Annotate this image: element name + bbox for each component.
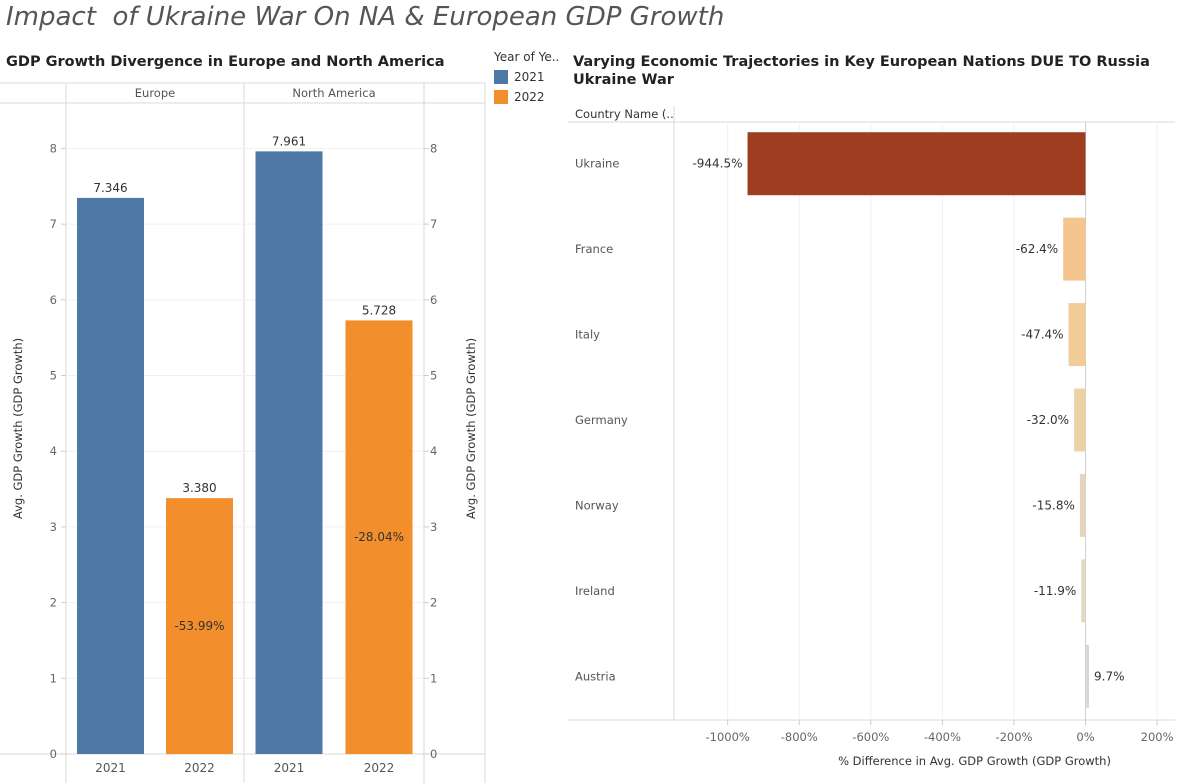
legend-label-2021: 2021 xyxy=(514,70,545,84)
y-tick-label-left: 2 xyxy=(50,596,57,610)
bar-europe-2022 xyxy=(166,498,233,754)
y-tick-label-left: 5 xyxy=(50,369,57,383)
year-legend[interactable]: Year of Ye.. 2021 2022 xyxy=(494,50,559,107)
x-tick-label-year: 2021 xyxy=(274,761,305,775)
right-chart-title: Varying Economic Trajectories in Key Eur… xyxy=(573,54,1150,88)
bar-france xyxy=(1063,217,1086,281)
y-axis-title-left: Avg. GDP Growth (GDP Growth) xyxy=(11,338,25,519)
x-tick-label-year: 2021 xyxy=(95,761,126,775)
x-tick-label: 0% xyxy=(1076,730,1094,744)
x-tick-label: -800% xyxy=(781,730,818,744)
x-tick-label: -400% xyxy=(924,730,961,744)
y-tick-label-right: 4 xyxy=(430,444,437,458)
y-tick-label-left: 8 xyxy=(50,141,57,155)
row-label-italy: Italy xyxy=(575,328,600,342)
bar-ukraine xyxy=(747,132,1086,196)
legend-item-2022[interactable]: 2022 xyxy=(494,87,559,107)
x-tick-label-year: 2022 xyxy=(184,761,215,775)
legend-title: Year of Ye.. xyxy=(494,50,560,64)
bar-value-label: -32.0% xyxy=(1027,413,1069,427)
bar-europe-2021 xyxy=(77,197,144,755)
row-label-ukraine: Ukraine xyxy=(575,157,619,171)
panel-header-europe: Europe xyxy=(135,86,175,100)
y-tick-label-left: 6 xyxy=(50,293,57,307)
x-tick-label-year: 2022 xyxy=(364,761,395,775)
bar-italy xyxy=(1068,303,1086,367)
row-label-france: France xyxy=(575,242,613,256)
row-header-country-name: Country Name (.. xyxy=(575,107,674,121)
y-tick-label-left: 7 xyxy=(50,217,57,231)
legend-swatch-2021 xyxy=(494,70,508,84)
y-tick-label-left: 3 xyxy=(50,520,57,534)
x-tick-label: 200% xyxy=(1141,730,1174,744)
bar-north-america-2022 xyxy=(345,320,413,754)
left-chart-title: GDP Growth Divergence in Europe and Nort… xyxy=(6,54,445,70)
bar-value-label: -11.9% xyxy=(1034,584,1076,598)
bar-value-label: 7.961 xyxy=(272,134,306,148)
bar-pct-change-label: -28.04% xyxy=(354,530,404,544)
bar-austria xyxy=(1085,644,1090,708)
x-tick-label: -600% xyxy=(852,730,889,744)
y-tick-label-right: 7 xyxy=(430,217,437,231)
country-difference-bar-chart: Country Name (.. -1000% -800% -600% -400% -20… xyxy=(568,106,1175,768)
bar-value-label: -47.4% xyxy=(1021,328,1063,342)
legend-label-2022: 2022 xyxy=(514,90,545,104)
y-tick-label-right: 5 xyxy=(430,369,437,383)
bar-value-label: 5.728 xyxy=(362,303,396,317)
bar-value-label: 7.346 xyxy=(93,181,127,195)
bar-ireland xyxy=(1081,559,1086,623)
row-label-austria: Austria xyxy=(575,669,616,683)
y-tick-label-left: 4 xyxy=(50,444,57,458)
y-tick-label-right: 2 xyxy=(430,596,437,610)
y-tick-label-right: 8 xyxy=(430,141,437,155)
row-label-germany: Germany xyxy=(575,413,628,427)
y-tick-label-right: 6 xyxy=(430,293,437,307)
bar-north-america-2021 xyxy=(255,151,323,754)
bar-pct-change-label: -53.99% xyxy=(174,619,224,633)
y-tick-label-right: 3 xyxy=(430,520,437,534)
x-axis-title: % Difference in Avg. GDP Growth (GDP Gro… xyxy=(838,754,1111,768)
bar-value-label: 9.7% xyxy=(1094,669,1125,683)
legend-swatch-2022 xyxy=(494,90,508,104)
bar-value-label: -944.5% xyxy=(692,157,742,171)
bar-value-label: -62.4% xyxy=(1016,242,1058,256)
x-tick-label: -1000% xyxy=(706,730,750,744)
dashboard-title: Impact of Ukraine War On NA & European G… xyxy=(6,2,725,32)
bar-norway xyxy=(1079,473,1086,537)
y-tick-label-right: 0 xyxy=(430,747,437,761)
x-tick-label: -200% xyxy=(995,730,1032,744)
bar-germany xyxy=(1074,388,1086,452)
legend-item-2021[interactable]: 2021 xyxy=(494,67,559,87)
y-tick-label-left: 1 xyxy=(50,671,57,685)
y-tick-label-left: 0 xyxy=(50,747,57,761)
bar-value-label: -15.8% xyxy=(1032,498,1074,512)
row-label-norway: Norway xyxy=(575,498,619,512)
bar-value-label: 3.380 xyxy=(182,481,216,495)
row-label-ireland: Ireland xyxy=(575,584,615,598)
y-axis-title-right: Avg. GDP Growth (GDP Growth) xyxy=(464,338,478,519)
gdp-growth-bar-chart: 0 0 1 1 2 2 3 3 4 4 5 5 6 6 7 7 8 8 Avg. GDP Growth (GDP G… xyxy=(0,82,486,783)
panel-header-north-america: North America xyxy=(292,86,375,100)
y-tick-label-right: 1 xyxy=(430,671,437,685)
